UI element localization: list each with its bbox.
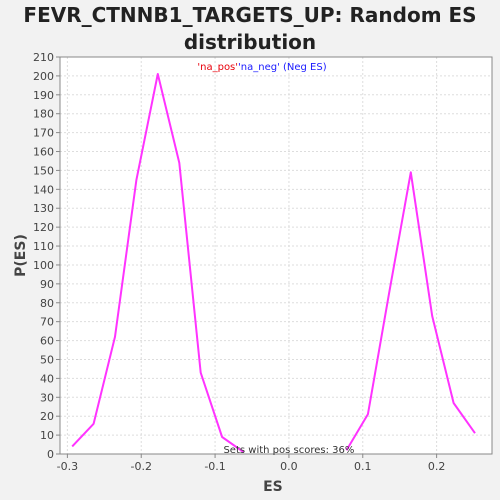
x-axis-ticks: -0.3 -0.2 -0.1 0.0 0.1 0.2 [57,454,446,473]
y-tick-label: 40 [40,372,54,385]
y-tick-label: 150 [33,164,54,177]
y-tick-label: 140 [33,183,54,196]
legend-item-na-neg: 'na_neg' (Neg ES) [238,62,327,73]
pos-scores-annotation: Sets with pos scores: 36% [223,445,354,456]
x-tick-label: -0.2 [130,460,151,473]
y-tick-label: 90 [40,278,54,291]
y-axis-label: P(ES) [13,234,29,277]
y-tick-label: 100 [33,259,54,272]
y-tick-label: 0 [47,448,54,461]
y-tick-label: 180 [33,108,54,121]
chart-title-line-1: FEVR_CTNNB1_TARGETS_UP: Random ES [23,3,477,27]
x-tick-label: -0.1 [204,460,225,473]
y-tick-label: 50 [40,353,54,366]
chart-title-line-2: distribution [183,30,317,54]
y-axis-ticks: 0 10 20 30 40 50 60 70 80 90 100 110 120 130 140 150 160… [33,51,60,461]
plot-border [59,56,493,455]
x-tick-label: 0.2 [428,460,446,473]
x-tick-label: 0.0 [280,460,298,473]
y-tick-label: 80 [40,297,54,310]
y-tick-label: 200 [33,70,54,83]
grid-lines [60,56,492,455]
legend-item-na-pos: 'na_pos' [197,62,238,73]
x-tick-label: 0.1 [354,460,372,473]
y-tick-label: 110 [33,240,54,253]
y-tick-label: 170 [33,127,54,140]
y-tick-label: 160 [33,146,54,159]
plot-area [60,57,492,454]
x-axis-label: ES [263,479,283,495]
y-tick-label: 130 [33,202,54,215]
legend: 'na_pos''na_neg' (Neg ES) [197,62,326,73]
y-tick-label: 60 [40,335,54,348]
series-line-1 [71,73,245,453]
chart-title: FEVR_CTNNB1_TARGETS_UP: Random ES distri… [0,2,500,56]
y-tick-label: 20 [40,410,54,423]
y-tick-label: 190 [33,89,54,102]
y-tick-label: 210 [33,51,54,64]
y-tick-label: 30 [40,391,54,404]
series-lines [71,73,476,453]
y-tick-label: 70 [40,316,54,329]
x-tick-label: -0.3 [57,460,78,473]
y-tick-label: 10 [40,429,54,442]
series-line-2 [345,171,476,451]
y-tick-label: 120 [33,221,54,234]
